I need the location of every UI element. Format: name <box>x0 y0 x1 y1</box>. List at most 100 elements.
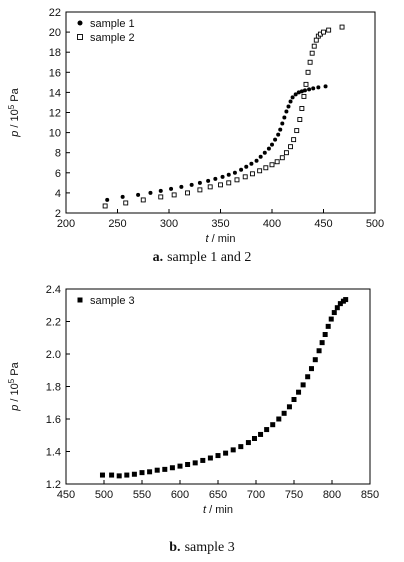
y-axis-unit-suffix: Pa <box>9 361 21 378</box>
data-point <box>120 194 125 199</box>
data-point <box>283 150 289 156</box>
data-point <box>226 172 231 177</box>
data-point <box>245 440 251 446</box>
data-point <box>215 453 221 459</box>
data-point <box>282 115 287 120</box>
y-tick-label: 10 <box>49 128 61 140</box>
x-tick-label: 350 <box>211 218 229 230</box>
data-point <box>218 182 223 188</box>
chart-a-plot: 200 250 300 350 400 450 500 2 4 6 8 10 12 14 16 18 20 22 t… <box>7 7 384 245</box>
data-point <box>249 161 254 166</box>
y-tick-label: 14 <box>49 87 61 99</box>
data-point <box>296 389 302 395</box>
data-point <box>296 90 301 95</box>
data-point <box>302 88 307 93</box>
data-point <box>197 187 203 193</box>
data-point <box>307 59 313 65</box>
y-tick-label: 2.4 <box>46 284 61 296</box>
data-point <box>334 305 340 311</box>
data-point <box>313 37 319 43</box>
data-point <box>220 174 225 179</box>
data-point <box>316 85 321 90</box>
y-axis-var: p <box>9 131 21 138</box>
y-axis-unit-prefix: / 10 <box>9 383 21 404</box>
data-point <box>177 463 183 469</box>
data-point <box>179 184 184 189</box>
data-point <box>158 188 163 193</box>
data-point <box>226 180 232 186</box>
data-point <box>325 323 331 329</box>
data-point <box>294 128 300 134</box>
y-tick-label: 16 <box>49 67 61 79</box>
y-tick-label: 20 <box>49 27 61 39</box>
data-point <box>116 473 122 479</box>
data-point <box>288 144 293 150</box>
data-point <box>254 158 259 163</box>
x-tick-label: 550 <box>133 489 151 501</box>
data-point <box>207 184 213 190</box>
y-tick-label: 4 <box>55 188 61 200</box>
legend-marker <box>77 34 83 40</box>
y-tick-label: 2 <box>55 208 61 220</box>
y-axis-label: p / 105 Pa <box>7 87 21 137</box>
y-tick-label: 1.8 <box>46 382 61 394</box>
y-tick-label: 18 <box>49 47 61 59</box>
data-point <box>339 24 345 30</box>
data-point <box>305 374 311 380</box>
x-tick-label: 500 <box>366 218 384 230</box>
legend-label: sample 2 <box>90 32 135 44</box>
y-axis-unit-suffix: Pa <box>9 87 21 104</box>
x-tick-label: 300 <box>160 218 178 230</box>
series-2 <box>102 24 345 209</box>
x-tick-label: 750 <box>285 489 303 501</box>
y-axis-label: p / 105 Pa <box>7 361 21 411</box>
data-point <box>343 297 349 303</box>
data-point <box>207 455 213 461</box>
x-axis-var: t <box>203 504 207 516</box>
data-point <box>239 167 244 172</box>
caption-a-letter: a. <box>152 250 164 265</box>
x-tick-label: 600 <box>171 489 189 501</box>
y-tick-label: 1.2 <box>46 479 61 491</box>
y-tick-label: 8 <box>55 148 61 160</box>
y-tick-label: 22 <box>49 7 61 19</box>
data-point <box>258 431 264 437</box>
data-point <box>169 186 174 191</box>
data-point <box>249 171 255 177</box>
data-point <box>274 159 280 165</box>
data-point <box>251 436 257 441</box>
data-point <box>297 117 303 122</box>
data-point <box>301 93 307 99</box>
data-point <box>244 164 249 169</box>
data-point <box>136 192 141 197</box>
data-point <box>148 190 153 195</box>
data-point <box>197 180 202 185</box>
data-point <box>266 146 271 151</box>
legend-label: sample 3 <box>90 295 135 307</box>
data-point <box>276 416 282 422</box>
data-point <box>242 174 248 180</box>
series-1 <box>99 297 349 479</box>
data-point <box>326 27 332 33</box>
data-point <box>206 178 211 183</box>
legend-label: sample 1 <box>90 18 135 30</box>
data-point <box>105 197 110 202</box>
caption-b-letter: b. <box>169 540 181 555</box>
y-tick-label: 6 <box>55 168 61 180</box>
data-point <box>169 465 175 471</box>
chart-b-plot: 450 500 550 600 650 700 750 800 850 1.2 1.4 1.6 1.8 2… <box>7 284 379 516</box>
data-point <box>312 357 318 363</box>
data-point <box>232 170 237 175</box>
x-axis-label: t / min <box>206 233 236 245</box>
data-point <box>140 197 146 203</box>
x-axis-unit: / min <box>209 233 236 245</box>
data-point <box>147 469 153 475</box>
data-point <box>331 310 337 316</box>
x-axis-var: t <box>206 233 210 245</box>
data-point <box>109 472 115 478</box>
x-tick-label: 800 <box>323 489 341 501</box>
data-point <box>281 410 287 416</box>
y-axis-unit-exp: 5 <box>7 104 16 109</box>
data-point <box>316 348 322 354</box>
data-point <box>276 132 281 137</box>
